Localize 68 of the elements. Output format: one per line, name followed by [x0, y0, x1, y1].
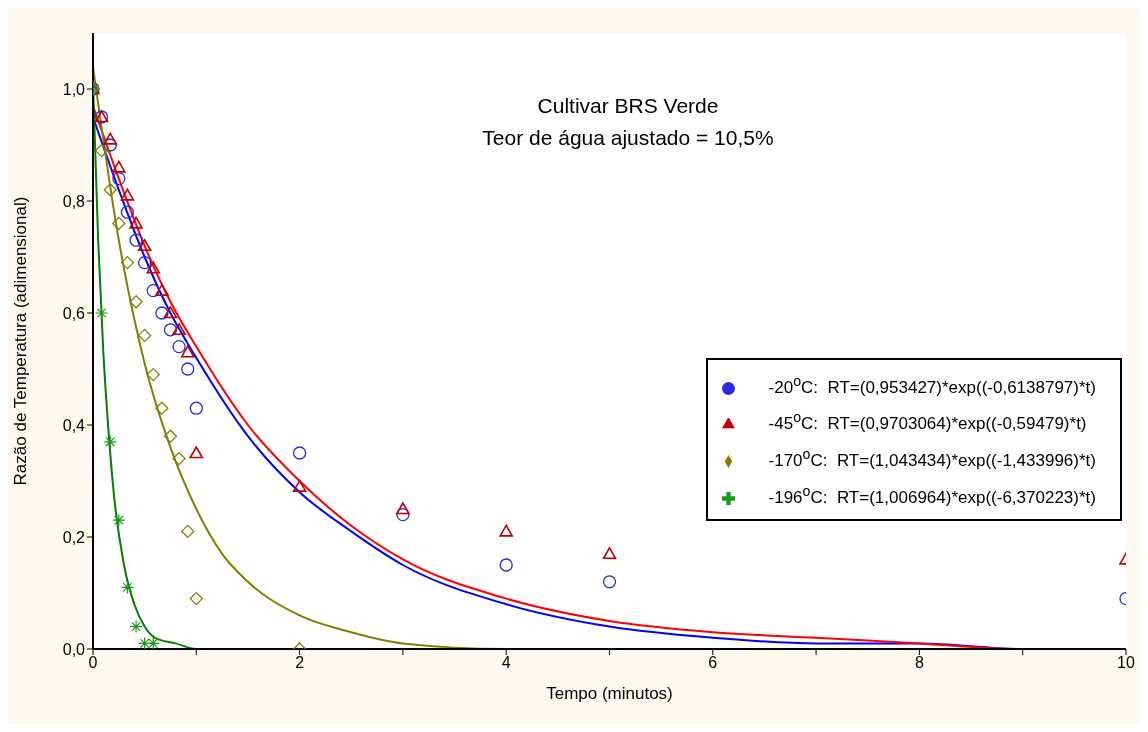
y-tick-label: 0,8: [62, 192, 86, 210]
point: [103, 132, 118, 145]
point: [189, 446, 204, 459]
point: [155, 283, 169, 296]
x-tick-label: 2: [295, 654, 305, 672]
point: [292, 446, 307, 460]
y-tick-label: 0,0: [62, 640, 86, 658]
point: [94, 143, 109, 158]
point: [120, 205, 135, 219]
x-tick-label: 4: [501, 654, 511, 672]
point: [163, 429, 178, 443]
legend-label: -170$^{o}$C: RT=(1,043434)*exp((-1,433996)*t): [768, 446, 1096, 470]
point: [138, 328, 152, 343]
point: [180, 345, 195, 358]
point: [499, 558, 513, 572]
point: [155, 306, 169, 320]
point: [103, 183, 117, 197]
text: Teor de água ajustado = 10,5%: [481, 125, 775, 151]
point: [181, 524, 195, 539]
point: [138, 255, 152, 270]
point: [189, 591, 203, 606]
point: [172, 339, 186, 354]
y-tick-label: 0,2: [62, 528, 86, 546]
point: [172, 323, 186, 336]
point: [129, 620, 143, 634]
point: [146, 283, 160, 298]
legend-label: -20$^{o}$C: RT=(0,953427)*exp((-0,6138797)*t): [768, 373, 1096, 397]
point: [602, 547, 617, 560]
point: [163, 306, 178, 319]
point: [137, 239, 152, 252]
point: [602, 575, 617, 589]
x-tick-label: 6: [708, 654, 718, 672]
point: [138, 636, 152, 649]
y-tick-label: 0,4: [62, 416, 86, 434]
point: [112, 171, 126, 186]
point: [155, 401, 169, 415]
point: [103, 435, 117, 449]
point: [292, 479, 307, 492]
point: [146, 636, 160, 649]
legend-label: -45$^{o}$C: RT=(0,9703064)*exp((-0,59479)*t): [768, 409, 1087, 434]
point: [396, 502, 410, 515]
point: [120, 580, 134, 594]
x-tick-label: 0: [88, 654, 98, 672]
point: [94, 306, 109, 320]
x-axis-title: Tempo (minutos): [546, 684, 673, 703]
point: [189, 401, 203, 415]
x-tick-label: 10: [1117, 654, 1135, 672]
point: [120, 255, 135, 270]
y-tick-label: 1,0: [62, 80, 86, 98]
y-axis-title: Razão de Temperatura (adimensional): [11, 196, 31, 486]
point: [181, 362, 195, 376]
point: [146, 261, 161, 274]
point: [112, 216, 126, 231]
x-tick-label: 8: [914, 654, 924, 672]
point: [112, 160, 126, 173]
point: [163, 323, 178, 337]
y-tick-label: 0,6: [62, 304, 86, 322]
point: [146, 367, 160, 382]
text: Cultivar BRS Verde: [536, 93, 720, 119]
point: [120, 188, 135, 201]
point: [499, 524, 513, 537]
point: [129, 216, 143, 229]
point: [129, 233, 143, 247]
point: [172, 451, 186, 466]
point: [396, 507, 410, 522]
point: [129, 295, 143, 309]
point: [112, 513, 126, 527]
legend-label: -196$^{o}$C: RT=(1,006964)*exp((-6,370223)*t): [768, 482, 1096, 507]
